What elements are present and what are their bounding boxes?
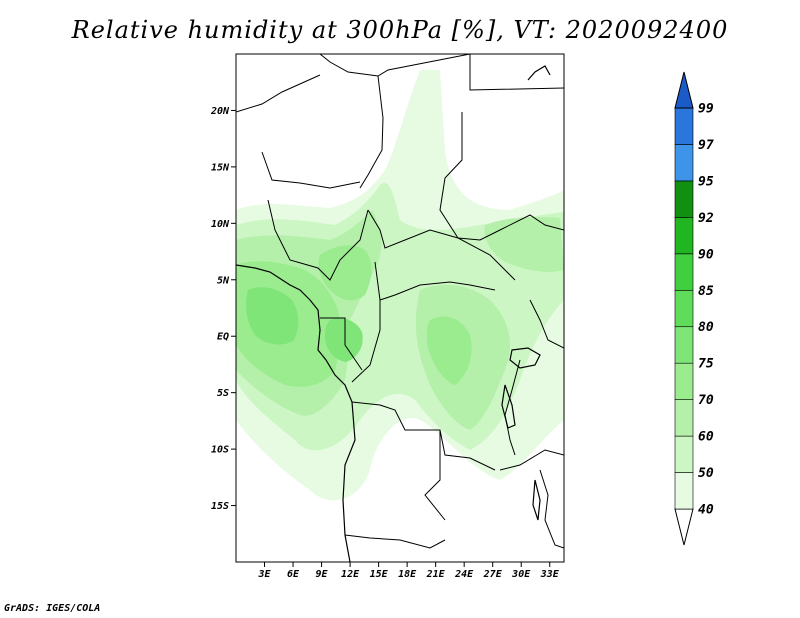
lon-tick-label: 27E: [483, 569, 503, 580]
colorbar-level-label: 99: [698, 102, 714, 117]
colorbar-level-label: 75: [698, 357, 714, 372]
west-africa-coast: [236, 264, 356, 562]
rh-contour-75: [246, 287, 299, 345]
lon-tick-label: 12E: [341, 569, 360, 580]
colorbar-level-label: 50: [698, 466, 714, 481]
colorbar-swatch: [674, 253, 694, 291]
colorbar-swatch: [674, 289, 694, 328]
lake-victoria: [509, 347, 541, 369]
lake-malawi: [532, 479, 541, 521]
colorbar-level-label: 95: [698, 174, 714, 189]
lon-tick-label: 18E: [398, 569, 417, 580]
lon-tick-label: 30E: [511, 569, 531, 580]
colorbar-swatch: [674, 326, 694, 364]
rh-contour-70-north: [318, 245, 372, 301]
nigeria-cameroon-border: [267, 199, 369, 281]
lat-tick-label: 15S: [211, 501, 229, 512]
lat-tick-label: 15N: [211, 162, 230, 173]
colorbar-level-label: 60: [698, 430, 714, 445]
colorbar-swatch: [674, 472, 694, 510]
colorbar: 40 50 60 70 75 80 85 90 92 95 97 99: [674, 71, 714, 546]
libya-chad-border: [359, 75, 384, 189]
rh-contour-70-east: [426, 316, 472, 385]
libya-border: [319, 54, 471, 77]
rh-contour-75-central: [325, 318, 363, 362]
grads-credit: GrADS: IGES/COLA: [4, 603, 101, 614]
colorbar-swatch: [674, 217, 694, 255]
lon-tick-label: 3E: [257, 569, 271, 580]
lat-tick-label: 10N: [211, 219, 230, 230]
colorbar-level-label: 85: [698, 284, 714, 299]
algeria-niger-border: [236, 74, 321, 113]
lake-tanganyika: [501, 384, 516, 429]
lon-tick-label: 15E: [370, 569, 389, 580]
rh-contour-60-ne: [484, 216, 564, 273]
sudan-ssudan-border: [457, 214, 564, 241]
colorbar-level-label: 70: [698, 393, 714, 408]
humidity-field: [236, 70, 564, 501]
chad-car-border: [367, 209, 459, 249]
colorbar-low-triangle: [674, 508, 694, 546]
chart-title: Relative humidity at 300hPa [%], VT: 202…: [71, 16, 729, 44]
colorbar-swatch: [674, 362, 694, 400]
angola-namibia-border: [344, 534, 446, 549]
colorbar-swatch: [674, 399, 694, 437]
congo-drc-border: [351, 300, 381, 383]
mozambique-border: [539, 469, 564, 549]
colorbar-swatch: [674, 107, 694, 145]
colorbar-level-label: 97: [698, 138, 714, 153]
lon-tick-label: 9E: [316, 569, 329, 580]
lon-tick-label: 6E: [287, 569, 300, 580]
zambia-tanzania-border: [499, 449, 564, 471]
lon-tick-label: 24E: [454, 569, 474, 580]
colorbar-level-label: 92: [698, 211, 714, 226]
egypt-sudan-border: [469, 54, 564, 91]
lat-tick-label: 10S: [211, 445, 229, 456]
gabon-congo-border: [320, 317, 363, 371]
colorbar-swatch: [674, 180, 694, 218]
chad-sudan-border: [439, 112, 516, 281]
red-sea-coast: [527, 65, 551, 81]
lat-tick-label: EQ: [217, 332, 229, 343]
lon-axis: 3E 6E 9E 12E 15E 18E 21E 24E 27E 30E 33E: [257, 562, 560, 580]
niger-nigeria-border: [261, 151, 361, 189]
lat-tick-label: 20N: [210, 106, 230, 117]
colorbar-level-label: 90: [698, 247, 714, 262]
colorbar-level-label: 40: [698, 503, 714, 518]
lon-tick-label: 21E: [426, 569, 446, 580]
map-frame: [235, 53, 565, 563]
lon-tick-label: 33E: [540, 569, 560, 580]
uganda-kenya-border: [529, 299, 564, 349]
colorbar-swatch: [674, 144, 694, 182]
lat-tick-label: 5N: [217, 275, 230, 286]
lat-tick-label: 5S: [217, 388, 229, 399]
colorbar-level-label: 80: [698, 320, 714, 335]
drc-angola-border: [351, 401, 496, 471]
lat-axis: 20N 15N 10N 5N EQ 5S 10S 15S: [210, 106, 236, 512]
colorbar-high-triangle: [674, 71, 694, 109]
angola-zambia-border: [424, 430, 446, 521]
coastlines: [236, 65, 551, 562]
colorbar-swatch: [674, 435, 694, 473]
